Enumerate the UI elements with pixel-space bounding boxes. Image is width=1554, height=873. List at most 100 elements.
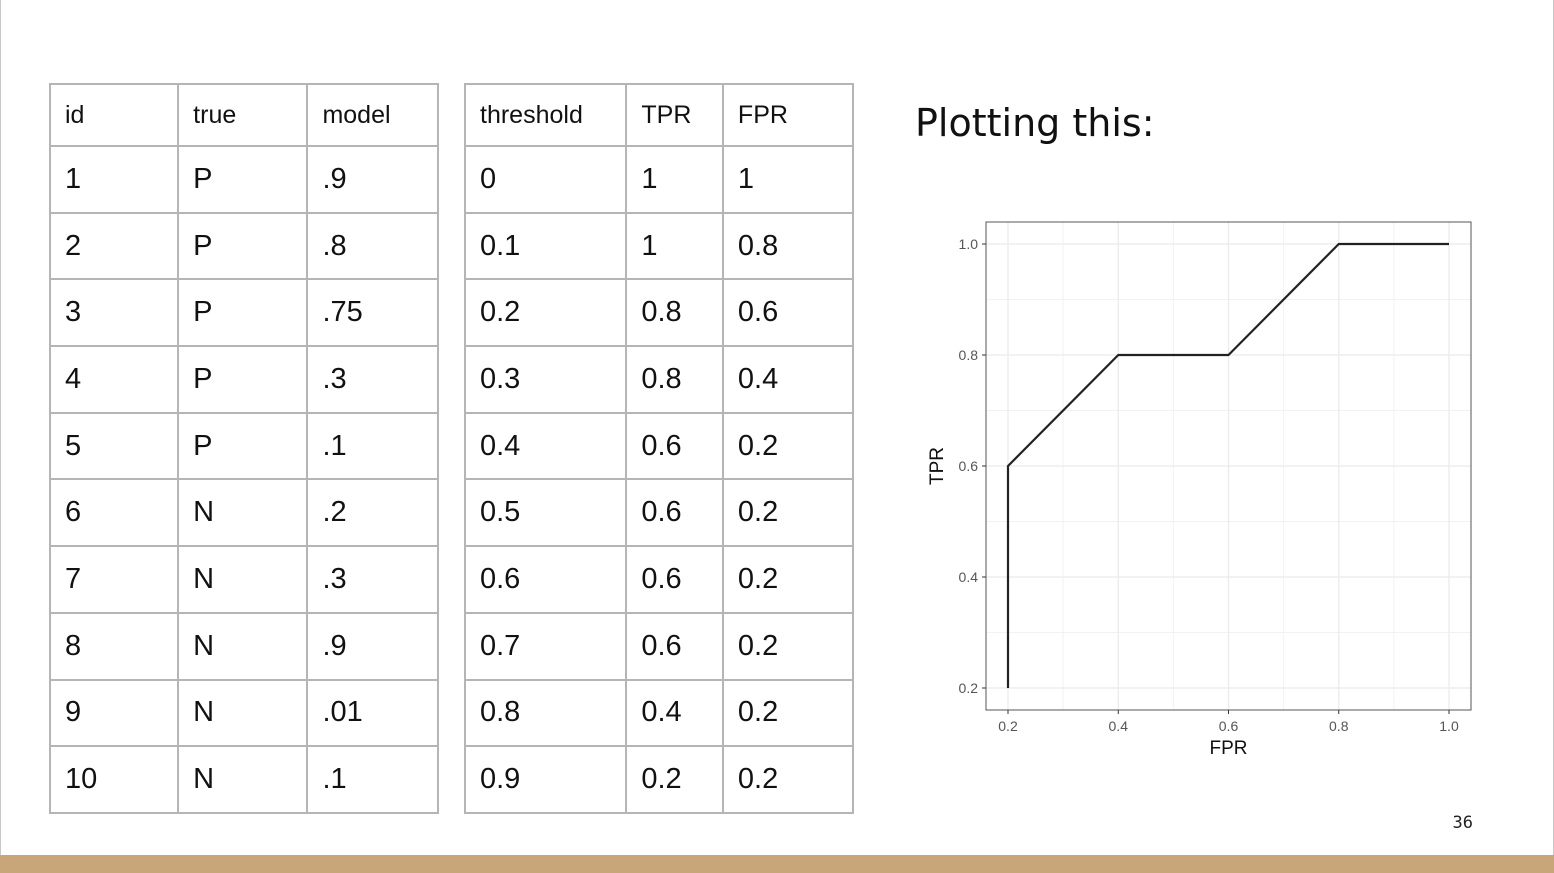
table-cell: 2 <box>48 211 180 281</box>
table-cell: 9 <box>48 678 180 748</box>
table-cell: P <box>177 145 309 214</box>
y-tick-label: 0.6 <box>959 458 979 474</box>
table-cell: 0.2 <box>463 278 628 348</box>
x-tick-label: 0.2 <box>998 718 1018 734</box>
table-cell: 0.1 <box>463 211 628 281</box>
table-cell: 0.8 <box>625 345 724 414</box>
table-cell: 1 <box>625 145 724 214</box>
roc-table: threshold TPR FPR 0 1 1 0.1 1 0.8 0.2 0.8 0.6 0.3… <box>463 83 855 814</box>
table-cell: 0.8 <box>463 678 628 748</box>
table-row: 0.6 0.6 0.2 <box>463 545 855 614</box>
table-cell: N <box>177 611 309 681</box>
table-cell: 8 <box>48 611 180 681</box>
table-row: 0.4 0.6 0.2 <box>463 411 855 481</box>
table-row: 0.5 0.6 0.2 <box>463 478 855 548</box>
table-cell: 0.3 <box>463 345 628 414</box>
table-cell: 1 <box>721 145 855 214</box>
table-cell: 0.2 <box>721 545 855 614</box>
table-cell: 0.6 <box>625 545 724 614</box>
column-header-threshold: threshold <box>463 83 628 147</box>
table-row: 7 N .3 <box>48 545 439 614</box>
table-cell: .1 <box>306 411 439 481</box>
table-row: 0.2 0.8 0.6 <box>463 278 855 348</box>
x-tick-label: 0.4 <box>1109 718 1129 734</box>
roc-chart: 0.2 0.4 0.6 0.8 1.0 0.2 0.4 0.6 0.8 1.0 FPR TPR <box>927 221 1472 759</box>
table-cell: 0.9 <box>463 745 628 814</box>
table-row: 6 N .2 <box>48 478 439 548</box>
x-tick-label: 0.8 <box>1329 718 1349 734</box>
table-cell: P <box>177 345 309 414</box>
column-header-fpr: FPR <box>721 83 855 147</box>
table-cell: 0.5 <box>463 478 628 548</box>
table-row: 9 N .01 <box>48 678 439 748</box>
table-row: 0.3 0.8 0.4 <box>463 345 855 414</box>
table-cell: 0.2 <box>721 611 855 681</box>
table-cell: N <box>177 478 309 548</box>
column-header-model: model <box>306 83 439 147</box>
table-cell: 0.4 <box>721 345 855 414</box>
plot-heading: Plotting this: <box>915 101 1155 145</box>
table-cell: 0.2 <box>721 478 855 548</box>
table-cell: P <box>177 278 309 348</box>
table-cell: 5 <box>48 411 180 481</box>
column-header-id: id <box>48 83 180 147</box>
table-cell: 0.7 <box>463 611 628 681</box>
table-cell: 0.2 <box>721 678 855 748</box>
y-axis-label: TPR <box>927 447 948 485</box>
table-row: 8 N .9 <box>48 611 439 681</box>
column-header-true: true <box>177 83 309 147</box>
table-cell: 0.2 <box>625 745 724 814</box>
x-tick-label: 0.6 <box>1219 718 1239 734</box>
table-row: 1 P .9 <box>48 145 439 214</box>
table-cell: .75 <box>306 278 439 348</box>
table-cell: 0.8 <box>625 278 724 348</box>
table-row: 2 P .8 <box>48 211 439 281</box>
table-cell: N <box>177 745 309 814</box>
table-cell: P <box>177 411 309 481</box>
table-cell: 0.4 <box>625 678 724 748</box>
table-cell: 7 <box>48 545 180 614</box>
y-tick-label: 0.2 <box>959 680 979 696</box>
table-cell: 0.2 <box>721 411 855 481</box>
table-row: 0.8 0.4 0.2 <box>463 678 855 748</box>
table-cell: 0 <box>463 145 628 214</box>
table-cell: 0.4 <box>463 411 628 481</box>
table-row: 10 N .1 <box>48 745 439 814</box>
table-cell: .01 <box>306 678 439 748</box>
table-cell: .2 <box>306 478 439 548</box>
x-axis-label: FPR <box>1210 738 1248 759</box>
table-cell: N <box>177 545 309 614</box>
table-cell: .1 <box>306 745 439 814</box>
table-cell: N <box>177 678 309 748</box>
y-tick-label: 0.8 <box>959 347 979 363</box>
table-cell: 0.6 <box>721 278 855 348</box>
table-cell: 1 <box>625 211 724 281</box>
series-line <box>1006 242 1449 688</box>
table-cell: 0.8 <box>721 211 855 281</box>
y-tick-label: 1.0 <box>959 236 979 252</box>
table-row: 4 P .3 <box>48 345 439 414</box>
table-row: 0.7 0.6 0.2 <box>463 611 855 681</box>
table-cell: .8 <box>306 211 439 281</box>
x-tick-label: 1.0 <box>1439 718 1459 734</box>
y-tick-label: 0.4 <box>959 569 979 585</box>
table-cell: 0.6 <box>625 411 724 481</box>
table-cell: 0.2 <box>721 745 855 814</box>
table-row: 5 P .1 <box>48 411 439 481</box>
table-cell: 0.6 <box>625 478 724 548</box>
table-row: 0.9 0.2 0.2 <box>463 745 855 814</box>
table-cell: 1 <box>48 145 180 214</box>
table-cell: .9 <box>306 145 439 214</box>
data-table: id true model 1 P .9 2 P .8 3 P .75 4 P .3 5 P .1 6 N .2 7… <box>48 83 439 814</box>
table-cell: 10 <box>48 745 180 814</box>
table-cell: .3 <box>306 545 439 614</box>
table-cell: 3 <box>48 278 180 348</box>
table-header-row: threshold TPR FPR <box>463 83 855 147</box>
table-cell: 4 <box>48 345 180 414</box>
page-number: 36 <box>1452 813 1473 833</box>
table-cell: P <box>177 211 309 281</box>
table-row: 3 P .75 <box>48 278 439 348</box>
table-header-row: id true model <box>48 83 439 147</box>
